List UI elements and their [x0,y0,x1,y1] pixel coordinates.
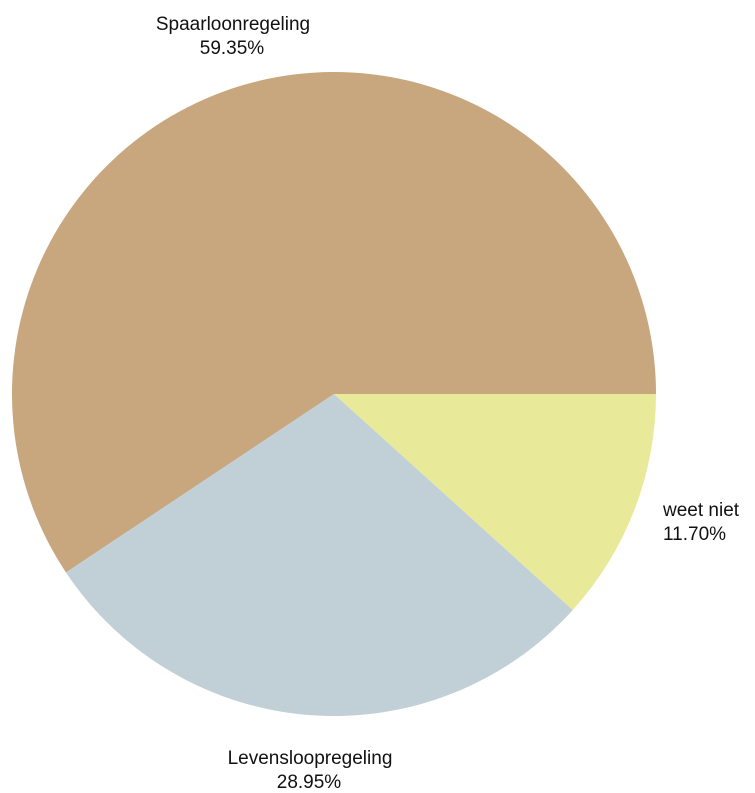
slice-name-label: Levensloopregeling [228,748,393,769]
slice-value-label: 11.70% [663,524,726,545]
slice-name-label: Spaarloonregeling [156,14,310,35]
slice-name-label: weet niet [662,500,740,521]
pie-slice-levensloopregeling [65,394,573,716]
slice-value-label: 59.35% [200,38,265,59]
pie-slices [12,71,657,716]
slice-value-label: 28.95% [277,772,342,793]
pie-slice-spaarloonregeling [12,71,657,573]
pie-labels: Spaarloonregeling 59.35% Levensloopregelin… [156,14,740,793]
pie-slice-weet-niet [334,394,656,610]
